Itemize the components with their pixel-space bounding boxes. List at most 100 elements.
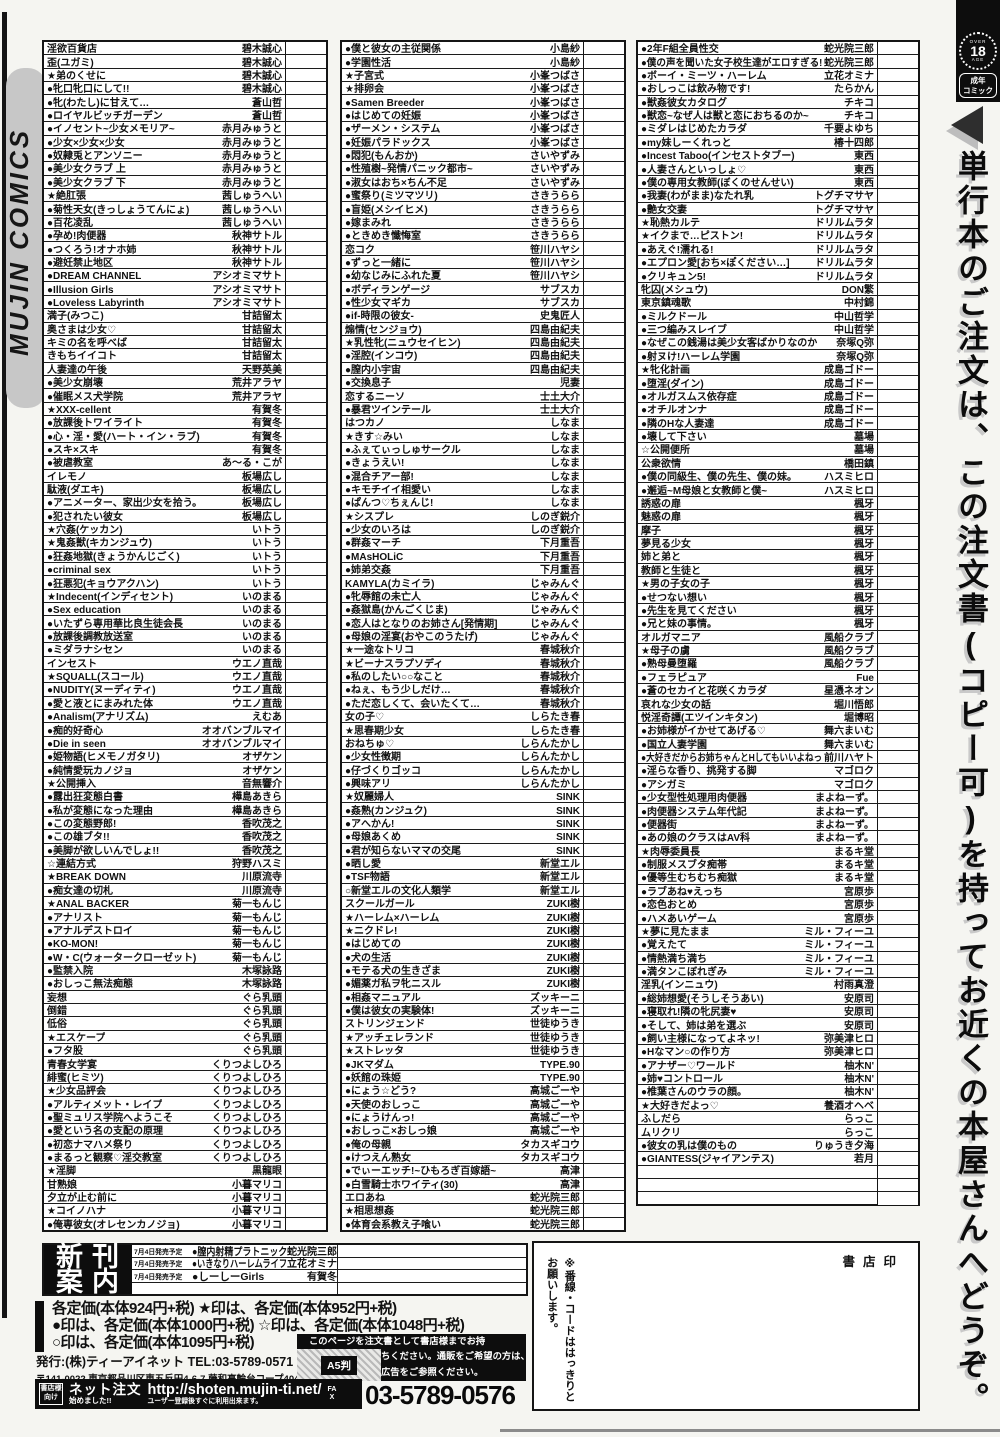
order-quantity-cell[interactable] <box>285 536 326 549</box>
order-quantity-cell[interactable] <box>583 202 624 215</box>
order-quantity-cell[interactable] <box>877 322 918 336</box>
order-quantity-cell[interactable] <box>583 1124 624 1137</box>
order-quantity-cell[interactable] <box>285 122 326 135</box>
order-quantity-cell[interactable] <box>285 709 326 723</box>
order-quantity-cell[interactable] <box>285 723 326 736</box>
order-quantity-cell[interactable] <box>877 1152 918 1165</box>
order-quantity-cell[interactable] <box>285 776 326 790</box>
order-quantity-cell[interactable] <box>583 790 624 803</box>
order-quantity-cell[interactable] <box>337 1257 526 1269</box>
order-quantity-cell[interactable] <box>285 696 326 709</box>
order-quantity-cell[interactable] <box>583 482 624 496</box>
order-quantity-cell[interactable] <box>285 295 326 309</box>
order-quantity-cell[interactable] <box>285 937 326 950</box>
order-quantity-cell[interactable] <box>583 629 624 643</box>
order-quantity-cell[interactable] <box>877 363 918 376</box>
order-quantity-cell[interactable] <box>877 844 918 857</box>
order-quantity-cell[interactable] <box>877 1071 918 1085</box>
order-quantity-cell[interactable] <box>583 563 624 576</box>
order-quantity-cell[interactable] <box>583 269 624 282</box>
order-quantity-cell[interactable] <box>285 963 326 977</box>
order-quantity-cell[interactable] <box>583 522 624 536</box>
order-quantity-cell[interactable] <box>583 643 624 656</box>
order-quantity-cell[interactable] <box>877 817 918 831</box>
order-quantity-cell[interactable] <box>583 148 624 162</box>
order-quantity-cell[interactable] <box>877 871 918 884</box>
order-quantity-cell[interactable] <box>285 856 326 870</box>
order-quantity-cell[interactable] <box>285 202 326 215</box>
order-quantity-cell[interactable] <box>285 923 326 937</box>
order-quantity-cell[interactable] <box>285 950 326 963</box>
order-quantity-cell[interactable] <box>285 629 326 643</box>
order-quantity-cell[interactable] <box>877 523 918 536</box>
order-quantity-cell[interactable] <box>285 1057 326 1070</box>
order-quantity-cell[interactable] <box>337 1270 526 1282</box>
order-quantity-cell[interactable] <box>583 1137 624 1150</box>
order-quantity-cell[interactable] <box>285 1030 326 1043</box>
order-quantity-cell[interactable] <box>877 884 918 897</box>
order-quantity-cell[interactable] <box>285 1217 326 1230</box>
order-quantity-cell[interactable] <box>285 95 326 108</box>
order-quantity-cell[interactable] <box>877 724 918 737</box>
order-quantity-cell[interactable] <box>583 442 624 456</box>
order-quantity-cell[interactable] <box>285 669 326 683</box>
order-quantity-cell[interactable] <box>285 830 326 843</box>
order-quantity-cell[interactable] <box>285 229 326 242</box>
order-quantity-cell[interactable] <box>583 1217 624 1230</box>
order-quantity-cell[interactable] <box>583 242 624 255</box>
order-quantity-cell[interactable] <box>877 55 918 68</box>
order-quantity-cell[interactable] <box>285 469 326 482</box>
order-quantity-cell[interactable] <box>877 242 918 255</box>
order-quantity-cell[interactable] <box>877 1045 918 1058</box>
order-quantity-cell[interactable] <box>583 416 624 429</box>
order-quantity-cell[interactable] <box>877 175 918 189</box>
order-quantity-cell[interactable] <box>583 255 624 269</box>
order-quantity-cell[interactable] <box>285 522 326 536</box>
order-quantity-cell[interactable] <box>877 670 918 683</box>
order-quantity-cell[interactable] <box>877 737 918 750</box>
order-quantity-cell[interactable] <box>285 897 326 910</box>
order-quantity-cell[interactable] <box>583 1084 624 1097</box>
order-quantity-cell[interactable] <box>583 362 624 375</box>
order-quantity-cell[interactable] <box>877 791 918 804</box>
order-quantity-cell[interactable] <box>877 309 918 322</box>
order-quantity-cell[interactable] <box>285 910 326 923</box>
order-quantity-cell[interactable] <box>285 1110 326 1124</box>
order-quantity-cell[interactable] <box>285 603 326 616</box>
order-quantity-cell[interactable] <box>285 188 326 202</box>
order-quantity-cell[interactable] <box>285 402 326 416</box>
order-quantity-cell[interactable] <box>583 122 624 135</box>
order-quantity-cell[interactable] <box>583 683 624 696</box>
order-quantity-cell[interactable] <box>877 911 918 924</box>
order-quantity-cell[interactable] <box>877 416 918 429</box>
order-quantity-cell[interactable] <box>583 856 624 870</box>
order-quantity-cell[interactable] <box>877 336 918 349</box>
order-quantity-cell[interactable] <box>285 496 326 509</box>
order-quantity-cell[interactable] <box>285 456 326 469</box>
order-quantity-cell[interactable] <box>583 1097 624 1110</box>
order-quantity-cell[interactable] <box>877 162 918 175</box>
order-quantity-cell[interactable] <box>877 804 918 817</box>
order-quantity-cell[interactable] <box>583 496 624 509</box>
order-quantity-cell[interactable] <box>583 215 624 229</box>
order-quantity-cell[interactable] <box>583 295 624 309</box>
order-quantity-cell[interactable] <box>285 1070 326 1084</box>
order-quantity-cell[interactable] <box>337 1282 526 1294</box>
order-quantity-cell[interactable] <box>877 964 918 978</box>
order-quantity-cell[interactable] <box>285 1017 326 1030</box>
order-quantity-cell[interactable] <box>583 402 624 416</box>
order-quantity-cell[interactable] <box>877 777 918 790</box>
order-quantity-cell[interactable] <box>877 577 918 590</box>
order-quantity-cell[interactable] <box>877 1138 918 1152</box>
order-quantity-cell[interactable] <box>583 603 624 616</box>
order-quantity-cell[interactable] <box>583 309 624 322</box>
order-quantity-cell[interactable] <box>583 549 624 563</box>
order-quantity-cell[interactable] <box>583 1057 624 1070</box>
order-quantity-cell[interactable] <box>877 149 918 162</box>
order-quantity-cell[interactable] <box>285 750 326 763</box>
order-quantity-cell[interactable] <box>285 135 326 148</box>
order-quantity-cell[interactable] <box>285 148 326 162</box>
order-quantity-cell[interactable] <box>285 55 326 68</box>
order-quantity-cell[interactable] <box>877 296 918 309</box>
order-quantity-cell[interactable] <box>877 456 918 469</box>
